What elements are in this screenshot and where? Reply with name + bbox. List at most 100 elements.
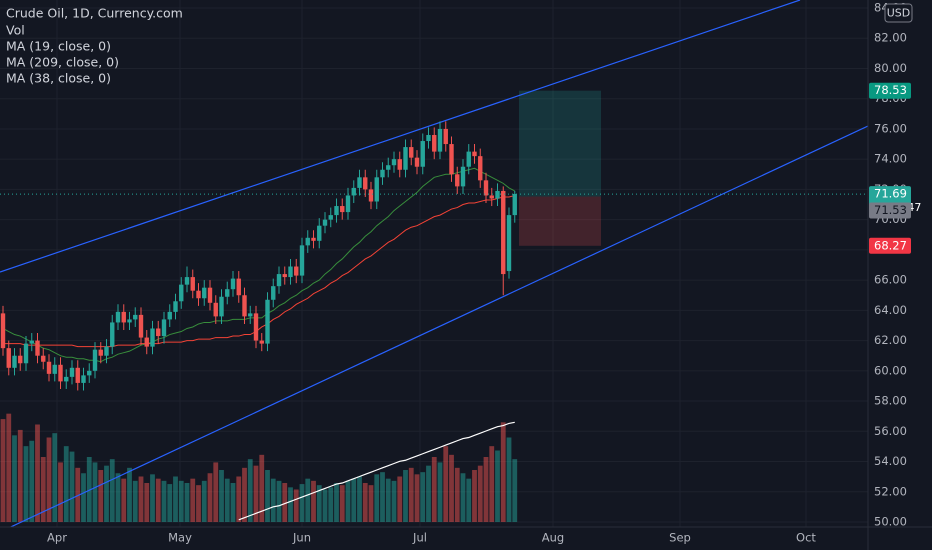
channel-line <box>0 0 801 273</box>
y-tick-label: 80.00 <box>874 61 907 75</box>
x-tick-label: Oct <box>796 531 816 545</box>
volume-bar <box>242 467 247 522</box>
y-tick-label: 82.00 <box>874 31 907 45</box>
candle-body <box>69 367 75 377</box>
candle-body <box>219 296 224 317</box>
volume-bar <box>109 459 115 522</box>
volume-bar <box>17 429 23 522</box>
candle-body <box>317 225 322 241</box>
price-badge <box>869 202 911 219</box>
volume-bar <box>311 480 316 522</box>
volume-bar <box>362 483 368 522</box>
candle-body <box>6 348 11 368</box>
candle-body <box>437 128 443 152</box>
volume-bar <box>316 485 322 522</box>
candle-body <box>253 313 259 341</box>
volume-bar <box>282 483 288 522</box>
ma-line <box>3 194 515 348</box>
candle-body <box>167 311 172 320</box>
candle-body <box>294 266 299 276</box>
candle-body <box>403 147 408 170</box>
volume-bar <box>121 478 127 522</box>
candle-body <box>179 284 184 302</box>
candle-body <box>345 195 351 213</box>
y-tick-label: 58.00 <box>874 394 907 408</box>
volume-bar <box>385 478 391 522</box>
candle-body <box>443 128 448 145</box>
volume-bar <box>150 474 155 522</box>
candle-body <box>41 355 46 362</box>
candle-body <box>305 237 310 246</box>
candle-body <box>12 355 17 368</box>
volume-bar <box>224 478 230 522</box>
volume-bar <box>443 446 449 522</box>
volume-ma-line <box>238 421 515 521</box>
volume-bar <box>437 462 443 522</box>
volume-bar <box>472 470 477 522</box>
volume-bar <box>380 472 385 522</box>
volume-bar <box>339 485 345 522</box>
channel-line <box>9 125 868 527</box>
candle-body <box>489 195 494 199</box>
currency-badge[interactable] <box>884 3 913 23</box>
volume-bar <box>253 465 259 522</box>
candle-body <box>64 376 69 382</box>
price-badge <box>869 82 911 99</box>
volume-bar <box>288 487 293 522</box>
x-tick-label: Apr <box>47 531 67 545</box>
candle-body <box>386 165 391 170</box>
volume-bar <box>213 462 219 522</box>
volume-bar <box>12 435 17 522</box>
candle-body <box>340 206 345 213</box>
volume-bar <box>178 480 184 522</box>
candle-body <box>230 278 236 290</box>
indicator-label: MA (209, close, 0) <box>6 55 119 70</box>
candle-body <box>242 295 247 317</box>
candle-body <box>351 187 356 196</box>
volume-bar <box>75 467 81 522</box>
candle-body <box>248 313 253 317</box>
candle-body <box>156 328 161 337</box>
price-badge-label: 71.53 <box>874 203 907 217</box>
y-tick-label: 76.00 <box>874 121 907 135</box>
candle-body <box>357 177 362 188</box>
volume-bar <box>230 483 236 522</box>
volume-bar <box>374 474 380 522</box>
candle-body <box>150 328 155 347</box>
volume-bar <box>98 470 104 522</box>
candle-body <box>460 166 466 187</box>
candle-body <box>334 206 339 216</box>
volume-bar <box>29 440 35 522</box>
volume-bar <box>155 478 161 522</box>
volume-bar <box>403 470 408 522</box>
volume-bar <box>86 457 92 522</box>
volume-bar <box>351 478 357 522</box>
volume-bar <box>35 424 40 522</box>
y-tick-label: 66.00 <box>874 273 907 287</box>
candle-body <box>92 349 98 371</box>
candle-body <box>75 367 80 383</box>
candle-body <box>127 319 132 323</box>
volume-bar <box>449 454 454 522</box>
x-tick-label: May <box>168 531 192 545</box>
price-badge-label: 71.69 <box>874 187 907 201</box>
candle-body <box>104 346 109 356</box>
candle-body <box>288 266 293 278</box>
volume-bar <box>161 480 167 522</box>
price-badge-label: 78.53 <box>874 83 907 97</box>
y-tick-label: 54.00 <box>874 454 907 468</box>
volume-bar <box>144 483 150 522</box>
volume-bar <box>201 480 207 522</box>
volume-bar <box>219 470 224 522</box>
volume-bar <box>23 446 29 522</box>
volume-bar <box>46 437 52 522</box>
candle-body <box>202 287 207 299</box>
candle-body <box>196 290 201 299</box>
price-badge <box>869 237 911 254</box>
volume-bar <box>40 457 46 522</box>
volume-bar <box>132 480 138 522</box>
candle-body <box>322 219 328 226</box>
candle-body <box>133 314 138 320</box>
candle-body <box>190 277 195 291</box>
